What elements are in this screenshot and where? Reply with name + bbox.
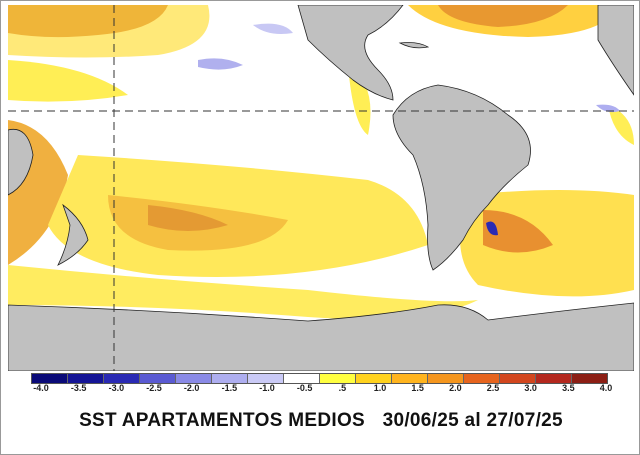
anomaly-fields — [8, 5, 634, 319]
colorbar-tick-label: 4.0 — [599, 383, 613, 393]
colorbar-swatch — [68, 374, 104, 383]
colorbar-tick-label: -0.5 — [296, 383, 313, 393]
colorbar-swatch — [32, 374, 68, 383]
colorbar-tick-label: 2.0 — [449, 383, 462, 393]
colorbar-swatch — [140, 374, 176, 383]
colorbar-swatch — [284, 374, 320, 383]
map-title: SST APARTAMENTOS MEDIOS 30/06/25 al 27/0… — [1, 410, 640, 432]
colorbar-swatch — [464, 374, 500, 383]
colorbar-swatch — [536, 374, 572, 383]
colorbar-tick-label: -3.0 — [108, 383, 125, 393]
colorbar-tick-label: 3.5 — [562, 383, 575, 393]
colorbar-tick-label: -3.5 — [70, 383, 87, 393]
colorbar-swatch — [320, 374, 356, 383]
colorbar-swatch — [248, 374, 284, 383]
colorbar-ticks: -4.0 -3.5 -3.0 -2.5 -2.0 -1.5 -1.0 -0.5 .5 1.0 1.5… — [33, 383, 613, 395]
sst-anomaly-map — [8, 5, 634, 371]
colorbar-tick-label: .5 — [338, 383, 347, 393]
colorbar-tick-label: -2.0 — [183, 383, 200, 393]
colorbar-swatch — [392, 374, 428, 383]
colorbar-swatch — [176, 374, 212, 383]
land-masses — [8, 5, 634, 371]
colorbar — [31, 373, 608, 384]
colorbar-tick-label: -2.5 — [146, 383, 162, 393]
colorbar-tick-label: 3.0 — [524, 383, 537, 393]
colorbar-tick-label: -1.5 — [221, 383, 238, 393]
colorbar-swatch — [356, 374, 392, 383]
colorbar-tick-label: 2.5 — [486, 383, 500, 393]
title-period: 30/06/25 al 27/07/25 — [382, 410, 563, 431]
colorbar-swatch — [500, 374, 536, 383]
colorbar-swatch — [428, 374, 464, 383]
colorbar-swatch — [572, 374, 607, 383]
colorbar-swatch — [104, 374, 140, 383]
colorbar-tick-label: -4.0 — [33, 383, 49, 393]
colorbar-tick-label: 1.0 — [373, 383, 387, 393]
colorbar-tick-label: 1.5 — [411, 383, 424, 393]
colorbar-swatch — [212, 374, 248, 383]
colorbar-tick-label: -1.0 — [259, 383, 275, 393]
title-main: SST APARTAMENTOS MEDIOS — [79, 410, 365, 431]
